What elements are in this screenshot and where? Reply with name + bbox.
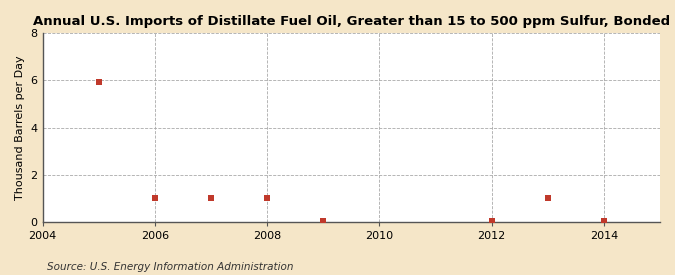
Point: [262, 196, 273, 200]
Point: [318, 219, 329, 223]
Point: [93, 79, 104, 84]
Point: [542, 196, 553, 200]
Point: [206, 196, 217, 200]
Point: [599, 219, 610, 223]
Y-axis label: Thousand Barrels per Day: Thousand Barrels per Day: [15, 55, 25, 200]
Point: [486, 219, 497, 223]
Title: Annual U.S. Imports of Distillate Fuel Oil, Greater than 15 to 500 ppm Sulfur, B: Annual U.S. Imports of Distillate Fuel O…: [32, 15, 670, 28]
Text: Source: U.S. Energy Information Administration: Source: U.S. Energy Information Administ…: [47, 262, 294, 272]
Point: [149, 196, 160, 200]
